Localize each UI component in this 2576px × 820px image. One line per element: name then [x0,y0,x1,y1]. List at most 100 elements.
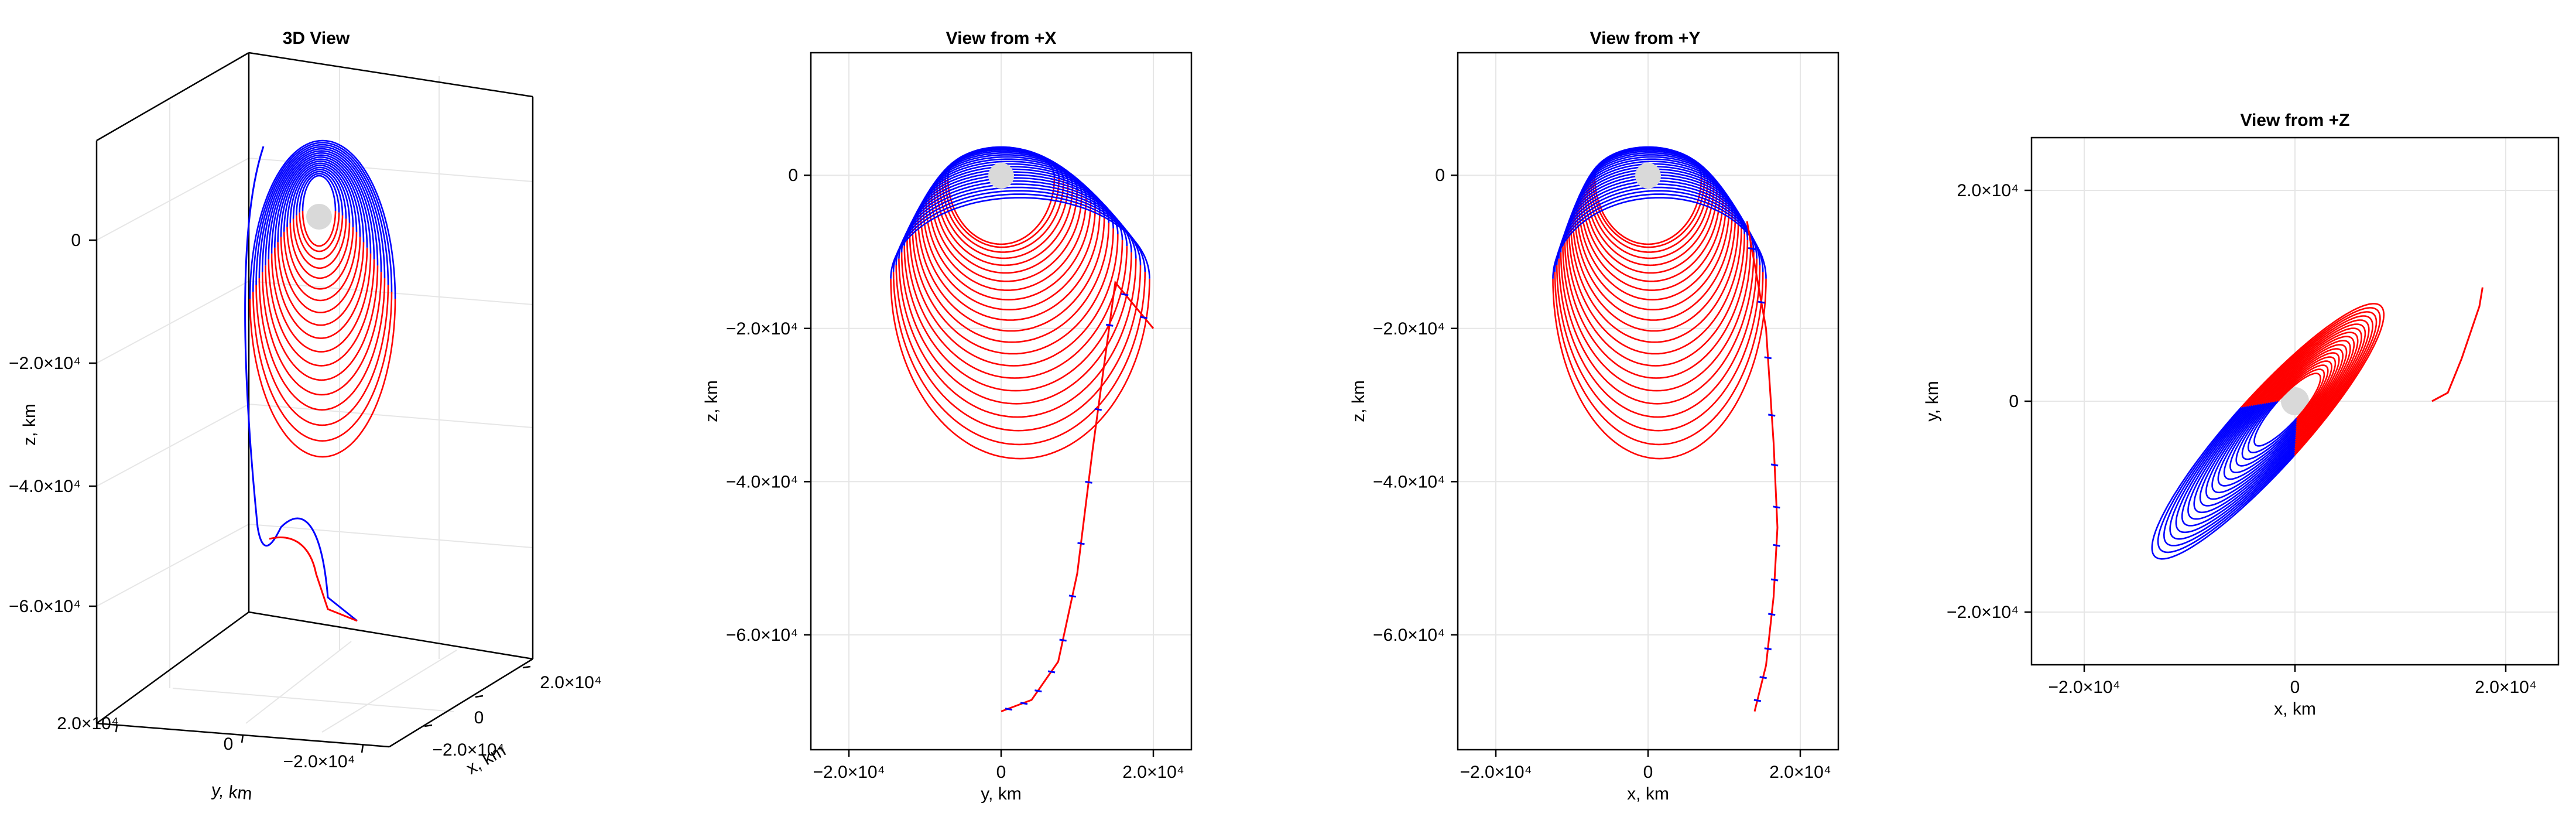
coast-arc [2193,404,2296,514]
coast-marker [1759,676,1767,679]
tick-mark [522,665,531,669]
thrust-arc [1592,178,1705,248]
panel-view-x: View from +X −2.0×10⁴ 0 2.0×10⁴ 0 −2.0×10⁴ −4… [702,29,1193,804]
coast-arc [261,148,382,272]
tick-mark [361,744,364,753]
thrust-arc [265,265,379,381]
coast-arc [1552,197,1767,279]
z-tick-label: −2.0×10⁴ [9,354,81,373]
coast-marker [1068,594,1077,598]
coast-marker [1773,505,1780,509]
y-tick-label: −2.0×10⁴ [726,319,798,339]
grid-line [245,641,352,724]
thrust-arc [2256,332,2359,441]
x-tick-label: 2.0×10⁴ [540,673,601,692]
z-axis-label: z, km [20,404,39,446]
thrust-arc [1552,278,1767,460]
panel-z-xlabel: x, km [2274,699,2316,719]
panel-z-ylabel: y, km [1923,381,1942,421]
thrust-arc [252,292,393,442]
coast-arc [1556,190,1761,265]
thrust-arc [2270,360,2332,425]
coast-marker [1764,647,1772,651]
coast-arc [252,142,393,292]
coast-marker [1077,542,1085,545]
thrust-arc [925,203,1092,301]
coast-arc [2175,405,2296,534]
z-tick-label: −6.0×10⁴ [9,597,81,616]
coast-marker [1140,316,1147,319]
thrust-arc [2247,315,2373,449]
thrust-arc [1570,223,1739,343]
thrust-arc [2262,344,2348,434]
thrust-arc [1588,183,1712,259]
thrust-arc [1554,272,1764,446]
thrust-arc [299,212,340,252]
coast-arc [292,169,347,219]
thrust-arc [1568,228,1742,355]
thrust-arc [1578,203,1727,301]
coast-arc [265,150,379,266]
thrust-arc [1574,212,1733,321]
central-body-z [2281,387,2309,415]
coast-arc [1574,163,1733,213]
thrust-arc [912,228,1114,355]
coast-arc [2199,404,2296,507]
thrust-arc [261,272,382,396]
thrust-arc [283,231,358,302]
coast-arc [302,175,337,211]
thrust-arc [292,218,347,269]
panel-y-title: View from +Y [1590,29,1701,48]
coast-marker [1020,702,1028,705]
coast-marker [1085,480,1092,484]
thrust-arc [2275,368,2325,421]
coast-arc [283,162,358,232]
tick-mark [115,725,118,733]
x-tick-label: 2.0×10⁴ [1769,763,1831,782]
y-tick-label: −4.0×10⁴ [726,472,798,491]
panel-3d-title: 3D View [283,29,350,48]
coast-marker [1773,544,1780,547]
panel-z-grid [2032,138,2558,665]
panel-3d-frame [95,52,534,748]
thrust-arc [933,190,1078,274]
tick-mark [475,695,484,698]
coast-marker [1768,414,1776,417]
thrust-arc [944,178,1060,248]
thrust-arc [2253,327,2362,443]
coast-marker [1770,578,1779,582]
panel-y-ticks: −2.0×10⁴ 0 2.0×10⁴ 0 −2.0×10⁴ −4.0×10⁴ −6.0×10… [1373,166,1831,782]
departure-arc [2431,287,2483,402]
thrust-arc [936,186,1074,266]
panel-x-xlabel: y, km [981,784,1021,804]
frame-edge [389,658,533,748]
coast-marker [1094,408,1102,411]
coast-arc [2241,401,2297,460]
panel-view-z: View from +Z −2.0×10⁴ 0 2.0×10⁴2.0×10⁴0−2.… [1923,111,2560,719]
panel-x-ticks: −2.0×10⁴ 0 2.0×10⁴ 0 −2.0×10⁴ −4.0×10⁴ −6.0×10… [726,166,1184,782]
coast-marker [1768,613,1776,616]
thrust-arc [1558,258,1758,418]
coast-arc [280,160,361,237]
departure-arc [269,537,358,622]
thrust-arc [1564,240,1749,379]
y-tick-label: 0 [788,166,798,185]
thrust-arc [2264,348,2344,432]
departure-arc [1001,280,1155,713]
grid-line [172,688,454,712]
thrust-arc [909,234,1119,367]
y-tick-label: −2.0×10⁴ [1373,319,1445,339]
panel-3d-y-ticks: 2.0×10⁴ 0 −2.0×10⁴ [57,714,364,771]
coast-arc [2187,404,2296,520]
thrust-arc [2245,311,2378,452]
x-tick-label: −2.0×10⁴ [813,763,885,782]
thrust-arc [1556,265,1761,432]
thrust-arc [892,272,1146,446]
grid-line [248,404,533,428]
thrust-arc [1560,252,1755,405]
thrust-arc [280,237,361,313]
thrust-arc [1572,217,1736,332]
frame-edge [96,52,249,142]
thrust-arc [947,177,1056,245]
